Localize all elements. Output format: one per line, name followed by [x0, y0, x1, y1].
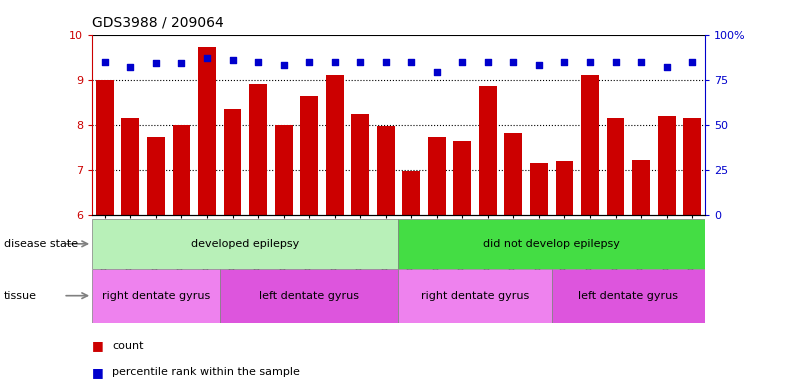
Point — [481, 59, 494, 65]
Point — [303, 59, 316, 65]
Bar — [428, 137, 445, 215]
Text: percentile rank within the sample: percentile rank within the sample — [112, 367, 300, 377]
Bar — [399, 219, 705, 269]
Point — [609, 59, 622, 65]
Bar — [300, 96, 318, 215]
Bar — [219, 269, 399, 323]
Point — [252, 59, 264, 65]
Bar — [326, 75, 344, 215]
Point — [99, 59, 111, 65]
Bar — [399, 269, 552, 323]
Point — [175, 60, 188, 66]
Bar — [453, 141, 471, 215]
Bar — [658, 116, 675, 215]
Text: right dentate gyrus: right dentate gyrus — [421, 291, 529, 301]
Point — [226, 57, 239, 63]
Text: ■: ■ — [92, 366, 104, 379]
Point — [584, 59, 597, 65]
Bar — [198, 47, 216, 215]
Bar — [683, 118, 701, 215]
Bar — [376, 126, 395, 215]
Point — [430, 70, 443, 76]
Point — [354, 59, 367, 65]
Point — [200, 55, 213, 61]
Point — [533, 62, 545, 68]
Point — [660, 64, 673, 70]
Bar — [92, 269, 219, 323]
Point — [328, 59, 341, 65]
Point — [507, 59, 520, 65]
Point — [380, 59, 392, 65]
Point — [634, 59, 647, 65]
Bar — [479, 86, 497, 215]
Bar — [556, 161, 574, 215]
Bar — [249, 84, 267, 215]
Bar — [632, 160, 650, 215]
Bar — [530, 163, 548, 215]
Text: tissue: tissue — [4, 291, 37, 301]
Bar — [402, 171, 421, 215]
Point — [277, 62, 290, 68]
Bar — [172, 125, 191, 215]
Bar — [581, 75, 599, 215]
Text: disease state: disease state — [4, 239, 78, 249]
Bar — [96, 80, 114, 215]
Point — [150, 60, 163, 66]
Text: did not develop epilepsy: did not develop epilepsy — [483, 239, 620, 249]
Point — [124, 64, 137, 70]
Bar — [352, 114, 369, 215]
Point — [558, 59, 571, 65]
Text: GDS3988 / 209064: GDS3988 / 209064 — [92, 15, 223, 29]
Bar — [92, 219, 399, 269]
Text: developed epilepsy: developed epilepsy — [191, 239, 300, 249]
Point — [405, 59, 417, 65]
Text: count: count — [112, 341, 143, 351]
Bar — [275, 125, 292, 215]
Bar — [552, 269, 705, 323]
Bar — [122, 118, 139, 215]
Point — [456, 59, 469, 65]
Text: left dentate gyrus: left dentate gyrus — [260, 291, 359, 301]
Bar — [223, 109, 241, 215]
Bar — [606, 118, 625, 215]
Text: left dentate gyrus: left dentate gyrus — [578, 291, 678, 301]
Bar — [147, 137, 165, 215]
Bar — [505, 133, 522, 215]
Text: ■: ■ — [92, 339, 104, 352]
Point — [686, 59, 698, 65]
Text: right dentate gyrus: right dentate gyrus — [102, 291, 210, 301]
